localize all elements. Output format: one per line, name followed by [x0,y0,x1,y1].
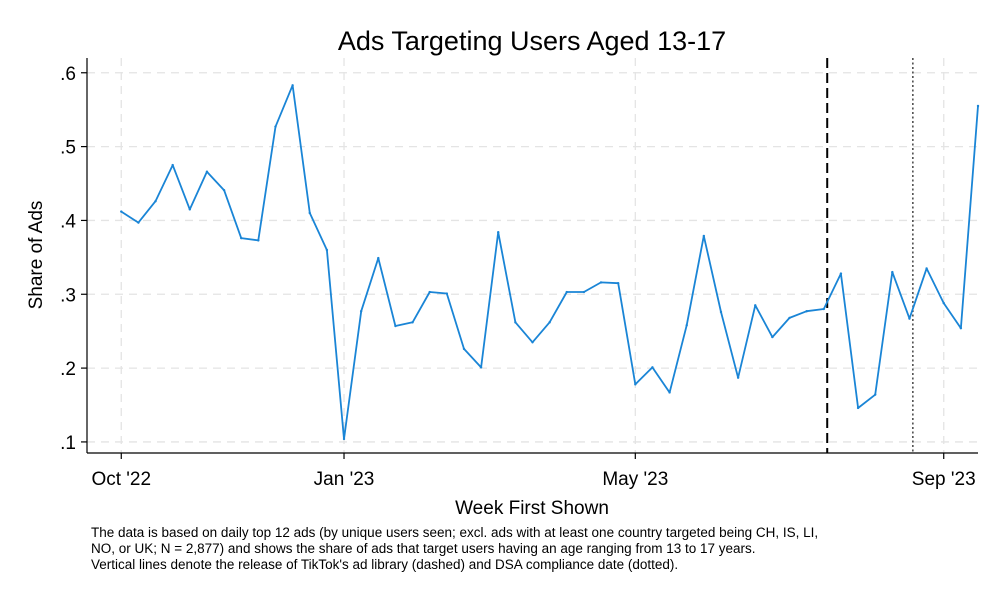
data-point [479,366,483,369]
data-point [394,324,397,328]
data-point [873,393,877,396]
data-point [274,125,277,128]
data-point [925,267,928,270]
data-point [736,376,740,379]
data-point [942,301,945,305]
footnote-line-2: NO, or UK; N = 2,877) and shows the shar… [91,541,756,556]
data-point [411,321,414,324]
data-point [428,290,431,294]
y-tick-label: .5 [60,138,76,159]
data-point [497,231,500,234]
data-point [685,324,688,327]
y-tick-label: .2 [60,359,76,380]
data-point [137,221,140,224]
data-point [891,270,894,274]
data-point [342,437,346,441]
grid-lines [87,58,978,453]
y-tick-label: .1 [60,433,76,454]
data-point [308,211,311,215]
data-point [531,341,534,344]
chart-title: Ads Targeting Users Aged 13-17 [338,26,726,56]
data-point [788,316,791,320]
axes: .1 .2 .3 .4 .5 .6 Oct '22 Jan '23 May '23 Sep '23 [60,58,978,490]
data-point [205,170,209,173]
data-point [754,304,757,307]
data-point [805,310,808,313]
data-point [634,383,637,386]
series-line [120,84,979,440]
data-point [908,317,911,320]
data-point [154,200,157,203]
y-tick-label: .3 [60,285,76,306]
data-point [377,256,380,260]
x-tick-label: Oct '22 [91,469,151,490]
event-lines [826,58,914,453]
x-tick-label: Jan '23 [314,469,375,490]
data-point [976,104,980,108]
data-point [582,290,586,294]
data-point [702,234,706,238]
data-point [771,335,774,339]
y-tick-label: .4 [60,211,76,232]
footnote-line-3: Vertical lines denote the release of Tik… [91,557,679,572]
data-point [651,366,654,369]
y-tick-label: .6 [60,64,76,85]
data-point [257,239,260,242]
data-point [548,321,551,324]
data-point [188,208,192,211]
footnote-line-1: The data is based on daily top 12 ads (b… [91,525,819,540]
data-point [839,272,843,275]
data-point [565,290,568,294]
data-point [359,310,363,313]
data-point [514,321,517,324]
data-point [171,163,174,167]
data-point [959,327,963,330]
data-point [856,406,860,410]
data-point [616,281,620,285]
data-point [822,307,825,311]
y-axis-label: Share of Ads [26,201,47,310]
data-point [719,310,723,314]
data-point [462,347,466,351]
x-tick-label: Sep '23 [912,469,976,490]
series-group [120,84,980,441]
data-point [325,248,329,252]
data-point [240,236,243,240]
line-chart: .1 .2 .3 .4 .5 .6 Oct '22 Jan '23 May '23 Sep '23… [26,26,980,519]
data-point [222,188,226,192]
data-point [291,84,294,87]
x-axis-label: Week First Shown [455,498,609,519]
data-point [599,281,603,284]
x-tick-label: May '23 [602,469,668,490]
data-point [120,210,123,213]
data-point [668,391,671,394]
data-point [445,292,449,295]
